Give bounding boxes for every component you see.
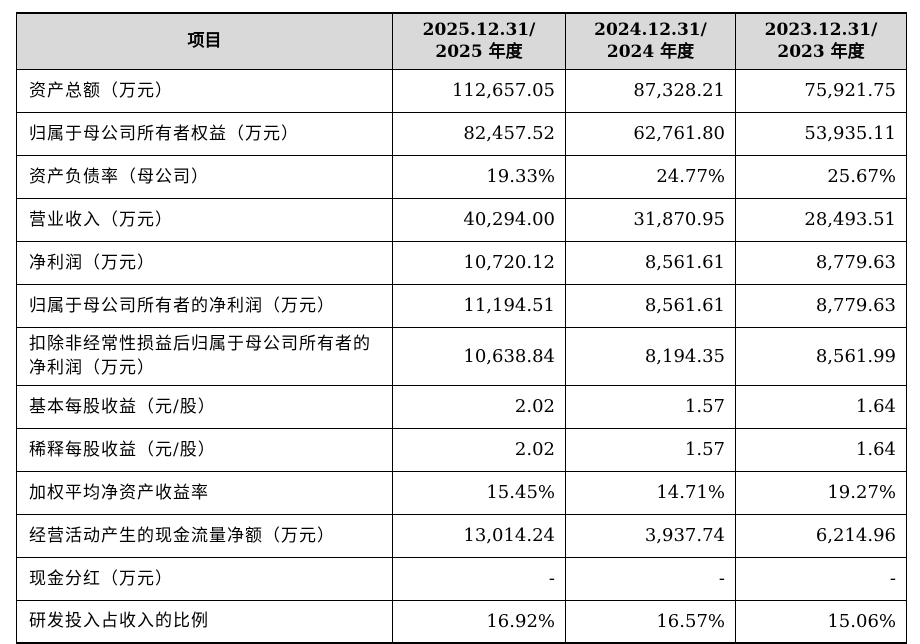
row-label: 经营活动产生的现金流量净额（万元） bbox=[16, 514, 393, 558]
row-label: 加权平均净资产收益率 bbox=[16, 471, 393, 515]
value-2024: 62,761.80 bbox=[565, 112, 736, 156]
header-2025-date: 2025.12.31/ bbox=[422, 20, 536, 41]
row-label: 稀释每股收益（元/股） bbox=[16, 428, 393, 472]
value-2024: 87,328.21 bbox=[565, 69, 736, 113]
table-row: 经营活动产生的现金流量净额（万元） 13,014.24 3,937.74 6,2… bbox=[16, 514, 907, 558]
value-2023: 75,921.75 bbox=[735, 69, 907, 113]
value-2024: 1.57 bbox=[565, 385, 736, 429]
header-2023-date: 2023.12.31/ bbox=[764, 20, 878, 41]
value-2025: 112,657.05 bbox=[392, 69, 566, 113]
row-label: 归属于母公司所有者权益（万元） bbox=[16, 112, 393, 156]
value-2023: 6,214.96 bbox=[735, 514, 907, 558]
value-2025: 11,194.51 bbox=[392, 284, 566, 328]
value-2023: 25.67% bbox=[735, 155, 907, 199]
value-2024: 3,937.74 bbox=[565, 514, 736, 558]
value-2025: 10,638.84 bbox=[392, 327, 566, 386]
table-row: 资产负债率（母公司） 19.33% 24.77% 25.67% bbox=[16, 155, 907, 199]
table-row: 稀释每股收益（元/股） 2.02 1.57 1.64 bbox=[16, 428, 907, 472]
header-2025: 2025.12.31/ 2025 年度 bbox=[392, 12, 566, 70]
value-2024: 24.77% bbox=[565, 155, 736, 199]
value-2024: 8,561.61 bbox=[565, 284, 736, 328]
table-row: 基本每股收益（元/股） 2.02 1.57 1.64 bbox=[16, 385, 907, 429]
value-2023: 19.27% bbox=[735, 471, 907, 515]
value-2024: 8,561.61 bbox=[565, 241, 736, 285]
row-label: 现金分红（万元） bbox=[16, 557, 393, 601]
value-2024: 31,870.95 bbox=[565, 198, 736, 242]
row-label: 资产负债率（母公司） bbox=[16, 155, 393, 199]
value-2023: - bbox=[735, 557, 907, 601]
table-row: 营业收入（万元） 40,294.00 31,870.95 28,493.51 bbox=[16, 198, 907, 242]
header-2023: 2023.12.31/ 2023 年度 bbox=[735, 12, 907, 70]
table-row: 现金分红（万元） - - - bbox=[16, 557, 907, 601]
table-row: 归属于母公司所有者的净利润（万元） 11,194.51 8,561.61 8,7… bbox=[16, 284, 907, 328]
table-row: 净利润（万元） 10,720.12 8,561.61 8,779.63 bbox=[16, 241, 907, 285]
value-2025: 16.92% bbox=[392, 600, 566, 644]
value-2025: 19.33% bbox=[392, 155, 566, 199]
value-2025: 15.45% bbox=[392, 471, 566, 515]
value-2025: 13,014.24 bbox=[392, 514, 566, 558]
header-2024-year: 2024 年度 bbox=[606, 42, 695, 63]
table-row: 扣除非经常性损益后归属于母公司所有者的净利润（万元） 10,638.84 8,1… bbox=[16, 327, 907, 386]
value-2023: 8,779.63 bbox=[735, 284, 907, 328]
value-2023: 8,561.99 bbox=[735, 327, 907, 386]
financial-data-table: 项目 2025.12.31/ 2025 年度 2024.12.31/ 2024 … bbox=[16, 12, 907, 644]
table-row: 资产总额（万元） 112,657.05 87,328.21 75,921.75 bbox=[16, 69, 907, 113]
value-2024: 8,194.35 bbox=[565, 327, 736, 386]
table-row: 归属于母公司所有者权益（万元） 82,457.52 62,761.80 53,9… bbox=[16, 112, 907, 156]
row-label: 扣除非经常性损益后归属于母公司所有者的净利润（万元） bbox=[16, 327, 393, 386]
value-2024: 1.57 bbox=[565, 428, 736, 472]
value-2023: 53,935.11 bbox=[735, 112, 907, 156]
value-2024: - bbox=[565, 557, 736, 601]
table-row: 加权平均净资产收益率 15.45% 14.71% 19.27% bbox=[16, 471, 907, 515]
table-header-row: 项目 2025.12.31/ 2025 年度 2024.12.31/ 2024 … bbox=[16, 12, 907, 70]
header-2025-year: 2025 年度 bbox=[435, 42, 523, 63]
value-2025: 40,294.00 bbox=[392, 198, 566, 242]
row-label: 资产总额（万元） bbox=[16, 69, 393, 113]
row-label: 净利润（万元） bbox=[16, 241, 393, 285]
row-label: 营业收入（万元） bbox=[16, 198, 393, 242]
header-2023-year: 2023 年度 bbox=[777, 42, 865, 63]
header-2024: 2024.12.31/ 2024 年度 bbox=[565, 12, 736, 70]
row-label: 归属于母公司所有者的净利润（万元） bbox=[16, 284, 393, 328]
value-2023: 28,493.51 bbox=[735, 198, 907, 242]
value-2025: 2.02 bbox=[392, 385, 566, 429]
table-row: 研发投入占收入的比例 16.92% 16.57% 15.06% bbox=[16, 600, 907, 644]
value-2024: 14.71% bbox=[565, 471, 736, 515]
value-2024: 16.57% bbox=[565, 600, 736, 644]
value-2025: 10,720.12 bbox=[392, 241, 566, 285]
row-label: 基本每股收益（元/股） bbox=[16, 385, 393, 429]
value-2025: 82,457.52 bbox=[392, 112, 566, 156]
value-2023: 15.06% bbox=[735, 600, 907, 644]
header-item: 项目 bbox=[16, 12, 393, 70]
value-2023: 1.64 bbox=[735, 385, 907, 429]
row-label: 研发投入占收入的比例 bbox=[16, 600, 393, 644]
value-2023: 8,779.63 bbox=[735, 241, 907, 285]
value-2025: - bbox=[392, 557, 566, 601]
value-2023: 1.64 bbox=[735, 428, 907, 472]
header-2024-date: 2024.12.31/ bbox=[594, 20, 707, 41]
value-2025: 2.02 bbox=[392, 428, 566, 472]
